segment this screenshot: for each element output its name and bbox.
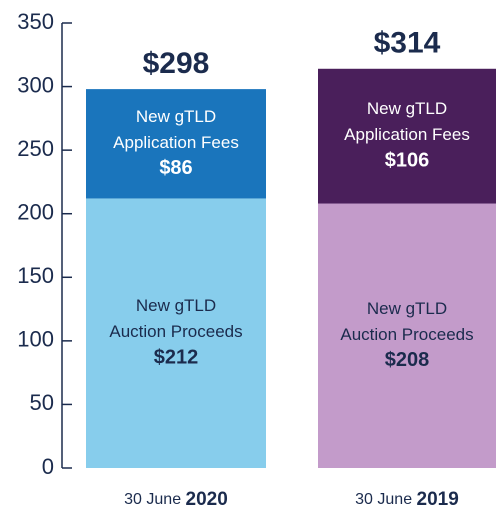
data-label: $208 bbox=[385, 349, 430, 371]
bar-segment bbox=[86, 198, 266, 468]
y-tick-label: 250 bbox=[17, 136, 54, 161]
segment-name: New gTLD Application Fees bbox=[344, 100, 470, 145]
x-tick-label: 30 June 2020 bbox=[124, 489, 228, 510]
y-tick-label: 200 bbox=[17, 200, 54, 225]
data-label: $212 bbox=[154, 347, 199, 369]
bar-segment bbox=[318, 203, 496, 469]
y-tick-label: 100 bbox=[17, 327, 54, 352]
total-label: $298 bbox=[143, 47, 210, 80]
y-tick-label: 350 bbox=[17, 9, 54, 34]
data-label: $86 bbox=[159, 157, 192, 179]
bar-segment bbox=[318, 68, 496, 204]
segment-name: New gTLD Auction Proceeds bbox=[340, 299, 473, 344]
data-label: $106 bbox=[385, 149, 430, 171]
y-tick-label: 150 bbox=[17, 263, 54, 288]
segment-name: New gTLD Auction Proceeds bbox=[109, 297, 242, 342]
y-tick-label: 50 bbox=[30, 390, 54, 415]
total-label: $314 bbox=[374, 27, 441, 60]
y-tick-label: 300 bbox=[17, 72, 54, 97]
segment-name: New gTLD Application Fees bbox=[113, 107, 239, 152]
y-tick-label: 0 bbox=[42, 454, 54, 479]
x-tick-label: 30 June 2019 bbox=[355, 489, 459, 510]
bar-segment bbox=[86, 89, 266, 199]
